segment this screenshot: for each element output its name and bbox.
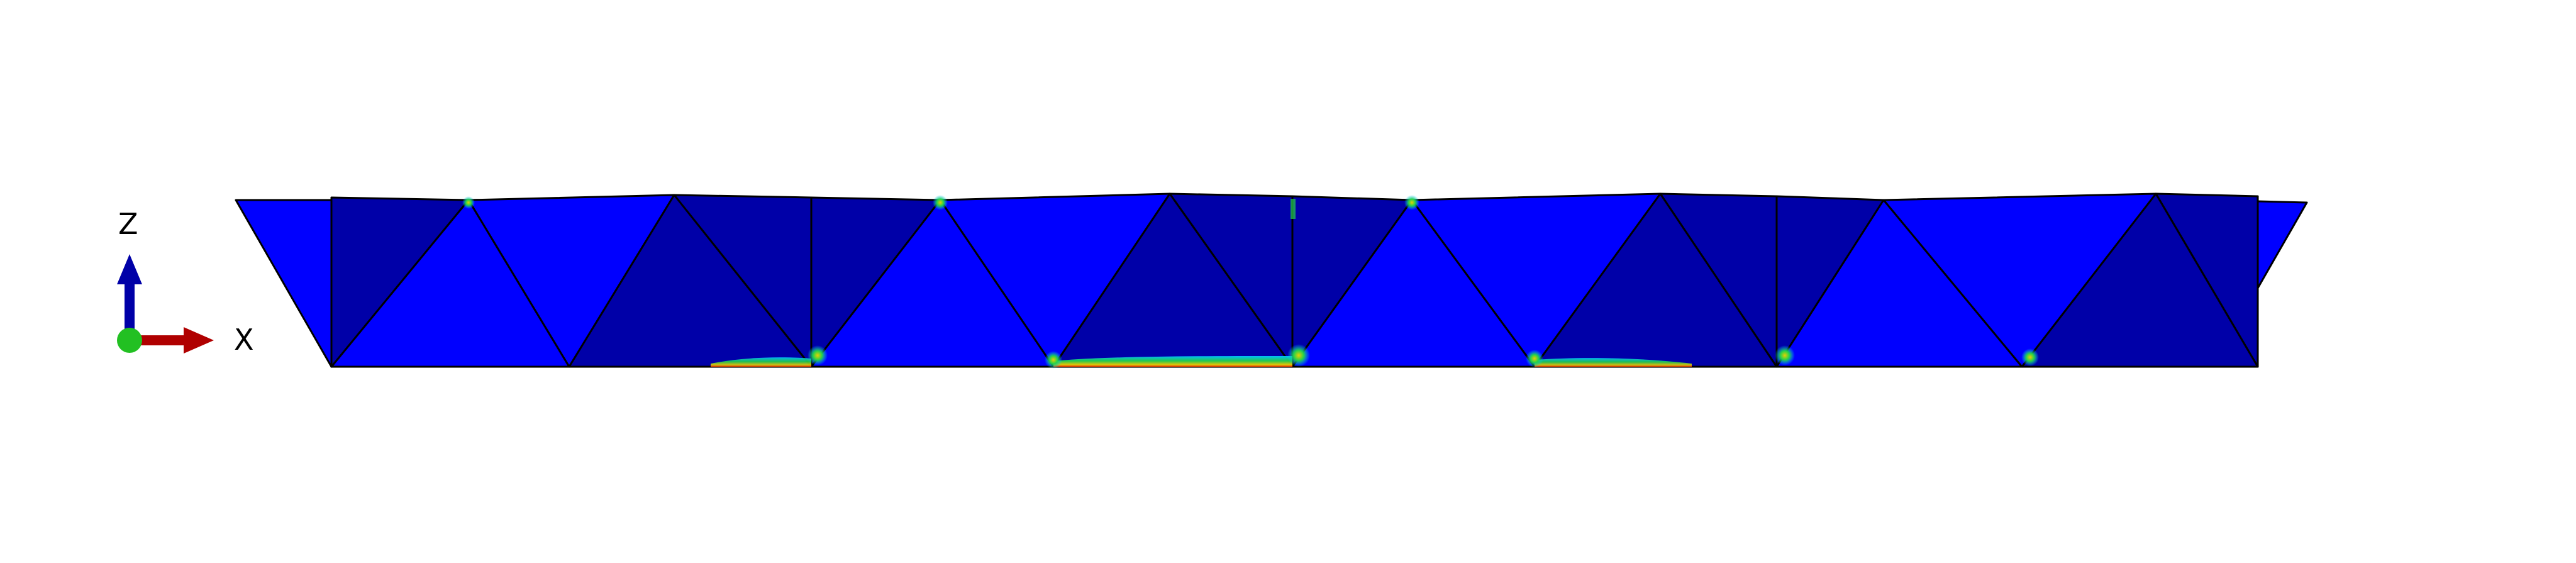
stress-spot xyxy=(1404,195,1419,210)
x-axis-shaft xyxy=(129,335,186,345)
stress-spot xyxy=(1526,350,1543,367)
x-axis-arrowhead xyxy=(184,327,214,354)
stress-spot xyxy=(933,195,948,210)
z-axis-arrowhead xyxy=(117,254,142,284)
x-axis-label: X xyxy=(234,323,254,357)
stress-spot xyxy=(1045,351,1062,369)
stress-spot xyxy=(808,345,828,365)
stress-spot xyxy=(462,196,475,209)
stress-spot xyxy=(1775,345,1795,365)
truss-model xyxy=(235,192,2308,368)
stress-band xyxy=(1535,358,1692,367)
stress-spot xyxy=(1287,344,1310,367)
z-axis-label: Z xyxy=(118,207,138,241)
axis-triad: Z X xyxy=(117,207,254,357)
stress-spot xyxy=(2021,348,2039,366)
truss-end-face-right xyxy=(2257,200,2308,289)
stress-spot xyxy=(1291,199,1296,219)
triad-origin-icon xyxy=(117,328,142,353)
stress-band xyxy=(711,357,811,367)
stress-contours xyxy=(462,195,2039,369)
z-axis-shaft xyxy=(125,280,135,343)
stress-band xyxy=(1053,356,1292,367)
